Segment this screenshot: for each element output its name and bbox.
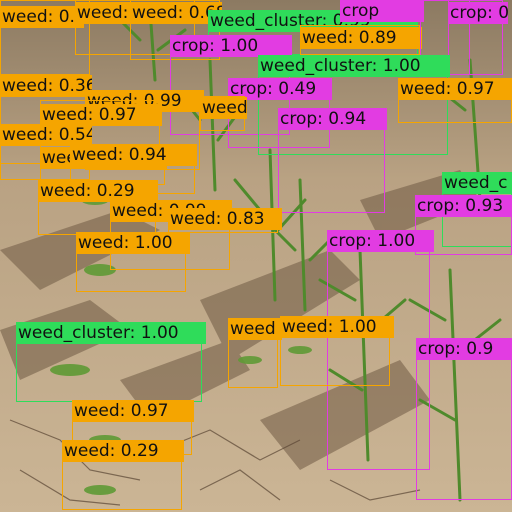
- weed-label: weed: 1.00: [280, 316, 394, 338]
- crop-label: crop: 1.00: [327, 230, 434, 252]
- crop-label: crop: [340, 0, 424, 22]
- weed-label: weed: 0.89: [300, 27, 422, 49]
- weed-label: weed: 0.29: [38, 180, 158, 202]
- weed-label: weed: 0.97: [40, 104, 162, 126]
- crop-label: crop: 0.9: [416, 338, 512, 360]
- weed-label: weed: 0.91: [200, 97, 247, 119]
- crop-label: crop: 0.94: [278, 108, 387, 130]
- crop-label: crop: 0: [448, 2, 508, 24]
- crop-label: crop: 0.93: [415, 195, 512, 217]
- weed-label: weed: [228, 318, 282, 340]
- crop-label: crop: 0.49: [228, 78, 332, 100]
- crop-label: crop: 1.00: [170, 35, 292, 57]
- weed-label: weed: 0.97: [72, 400, 194, 422]
- weed-label: weed: 0.54: [0, 124, 92, 146]
- weed-bounding-box: [0, 0, 90, 75]
- weed-label: weed: 0.83: [168, 208, 282, 230]
- crop-bounding-box: [448, 0, 503, 75]
- weed-label: weed: 0.97: [0, 6, 84, 28]
- weed-label: weed: 1.00: [76, 232, 190, 254]
- crop-bounding-box: [416, 338, 512, 500]
- weed-label: weed: 0.29: [62, 440, 184, 462]
- weed-label: weed: 0.97: [398, 78, 512, 100]
- weed-label: weed: 0.68: [130, 2, 222, 24]
- weed-cluster-label: weed_cluster: 1.00: [258, 55, 450, 77]
- weed-cluster-label: weed_cluster: 1.00: [16, 322, 206, 344]
- weed-label: weed: 0.36: [0, 75, 92, 97]
- weed-label: weed: 0.94: [70, 144, 197, 166]
- weed-cluster-label: weed_c: [442, 172, 512, 194]
